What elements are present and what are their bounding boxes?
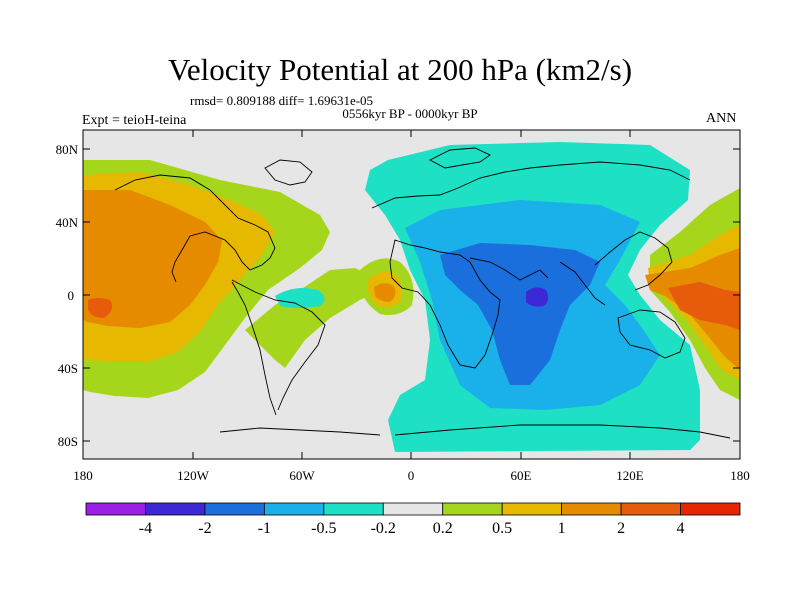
coastlines xyxy=(114,147,731,439)
lon-label-60w: 60W xyxy=(289,468,315,483)
colorbar-tick-label: 1 xyxy=(557,520,566,537)
season-label: ANN xyxy=(706,111,737,126)
colorbar-swatch xyxy=(382,502,444,516)
lon-label-120w: 120W xyxy=(177,468,210,483)
experiment-label: Expt = teioH-teina xyxy=(82,113,187,128)
colorbar-swatch xyxy=(85,502,146,516)
colorbar-swatch xyxy=(263,502,325,516)
lon-label-180w: 180 xyxy=(73,468,93,483)
colorbar-tick-label: 0.2 xyxy=(432,520,453,537)
colorbar-swatch xyxy=(323,502,384,516)
region-red-pacific-east xyxy=(668,282,740,330)
colorbar-swatch xyxy=(620,502,681,516)
tick-marks xyxy=(82,130,741,459)
colorbar-tick-label: -4 xyxy=(138,520,153,537)
colorbar-tick-label: -0.2 xyxy=(370,520,396,537)
lat-label-40n: 40N xyxy=(56,215,79,230)
lon-labels: 180 120W 60W 0 60E 120E 180 xyxy=(73,468,750,483)
colorbar-swatch xyxy=(204,502,265,516)
period-text: 0556kyr BP - 0000kyr BP xyxy=(342,106,478,121)
lat-label-40s: 40S xyxy=(58,361,78,376)
region-teal-brazil xyxy=(275,288,325,308)
region-darkblue-east xyxy=(526,287,549,307)
lat-label-0: 0 xyxy=(68,288,75,303)
lat-label-80s: 80S xyxy=(58,434,78,449)
colorbar-swatch xyxy=(501,502,563,516)
lon-label-180e: 180 xyxy=(730,468,750,483)
colorbar-swatch xyxy=(680,502,741,516)
stats-text: rmsd= 0.809188 diff= 1.69631e-05 xyxy=(190,93,374,108)
field-shading xyxy=(83,130,740,459)
region-orange-westafrica xyxy=(374,283,396,302)
lat-label-80n: 80N xyxy=(56,142,79,157)
colorbar-swatch xyxy=(442,502,503,516)
colorbar-tick-label: 4 xyxy=(676,520,685,537)
colorbar-swatch xyxy=(561,502,622,516)
map-title: Velocity Potential at 200 hPa (km2/s) xyxy=(167,52,633,87)
plot-frame xyxy=(82,129,741,460)
region-blue-east xyxy=(440,243,600,385)
colorbar-tick-label: -2 xyxy=(198,520,212,537)
region-red-west xyxy=(88,298,112,318)
lon-label-0: 0 xyxy=(408,468,415,483)
colorbar xyxy=(85,502,741,516)
lat-labels: 80N 40N 0 40S 80S xyxy=(56,142,79,449)
colorbar-tick-label: -0.5 xyxy=(311,520,337,537)
colorbar-tick-label: 2 xyxy=(617,520,626,537)
region-orange-west xyxy=(83,190,222,328)
colorbar-tick-label: 0.5 xyxy=(492,520,513,537)
lon-label-60e: 60E xyxy=(511,468,532,483)
lon-label-120e: 120E xyxy=(616,468,644,483)
colorbar-tick-label: -1 xyxy=(257,520,272,537)
region-lightgreen-atlantic xyxy=(245,268,380,368)
colorbar-swatch xyxy=(145,502,206,516)
